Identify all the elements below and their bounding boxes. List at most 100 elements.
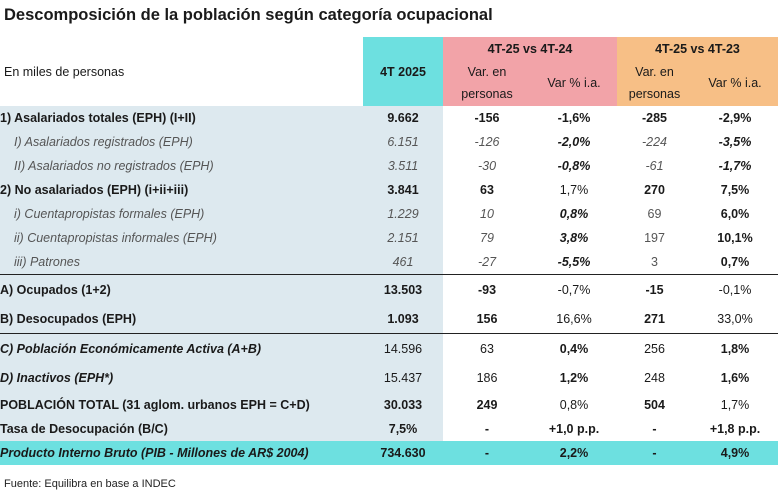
- cell-value: -1,6%: [557, 111, 591, 125]
- source-footnote: Fuente: Equilibra en base a INDEC: [4, 478, 176, 490]
- row-label: 1) Asalariados totales (EPH) (I+II): [0, 106, 363, 130]
- units-label: En miles de personas: [0, 37, 363, 106]
- table-row: POBLACIÓN TOTAL (31 aglom. urbanos EPH =…: [0, 392, 778, 417]
- cell-value: 270: [644, 183, 665, 197]
- cell-value: 271: [644, 311, 665, 326]
- row-label: II) Asalariados no registrados (EPH): [0, 154, 363, 178]
- cell-value: 69: [647, 207, 662, 221]
- cell-value: 2,2%: [531, 441, 617, 465]
- col-header-var-pct-1: Var % i.a.: [531, 60, 617, 106]
- header-row-groups: En miles de personas 4T 2025 4T-25 vs 4T…: [0, 37, 778, 106]
- cell-value: 14.596: [363, 333, 443, 363]
- row-label: ii) Cuentapropistas informales (EPH): [0, 226, 363, 250]
- table-row: C) Población Económicamente Activa (A+B)…: [0, 333, 778, 363]
- cell-value: 1.093: [363, 304, 443, 334]
- cell-value: -1,7%: [718, 159, 752, 173]
- table-row: II) Asalariados no registrados (EPH) 3.5…: [0, 154, 778, 178]
- row-label: A) Ocupados (1+2): [0, 274, 363, 304]
- cell-value: 4,9%: [692, 441, 778, 465]
- cell-value: 3.511: [363, 154, 443, 178]
- cell-value: 1,6%: [720, 370, 750, 385]
- cell-value: 3: [651, 255, 658, 269]
- cell-value: 197: [644, 231, 665, 245]
- cell-value: -0,8%: [557, 159, 591, 173]
- cell-value: +1,8 p.p.: [709, 422, 761, 436]
- cell-value: -93: [443, 274, 531, 304]
- col-header-var-personas-2: Var. en personas: [617, 60, 692, 106]
- cell-value: 13.503: [363, 274, 443, 304]
- cell-value: -15: [617, 274, 692, 304]
- cell-value: 256: [617, 333, 692, 363]
- cell-value: 734.630: [363, 441, 443, 465]
- cell-value: 248: [644, 370, 665, 385]
- row-label: POBLACIÓN TOTAL (31 aglom. urbanos EPH =…: [0, 392, 363, 417]
- cell-value: -224: [641, 135, 668, 149]
- cell-value: 186: [476, 370, 498, 385]
- cell-value: 10,1%: [717, 231, 753, 245]
- cell-value: 1,2%: [559, 370, 589, 385]
- row-label: iii) Patrones: [0, 250, 363, 275]
- table-row: A) Ocupados (1+2) 13.503 -93 -0,7% -15 -…: [0, 274, 778, 304]
- cell-value: 79: [480, 231, 494, 245]
- cell-value: -: [617, 441, 692, 465]
- cell-value: -126: [474, 135, 500, 149]
- cell-value: 7,5%: [720, 183, 750, 197]
- table-row: ii) Cuentapropistas informales (EPH) 2.1…: [0, 226, 778, 250]
- cell-value: 9.662: [363, 106, 443, 130]
- cell-value: -156: [474, 111, 500, 125]
- cell-value: 1.229: [363, 202, 443, 226]
- table-row: i) Cuentapropistas formales (EPH) 1.229 …: [0, 202, 778, 226]
- cell-value: -2,9%: [718, 111, 752, 125]
- cell-value: 0,8%: [559, 397, 589, 412]
- cell-value: -0,7%: [531, 274, 617, 304]
- cell-value: 6,0%: [720, 207, 750, 221]
- table-row: iii) Patrones 461 -27 -5,5% 3 0,7%: [0, 250, 778, 275]
- row-label: I) Asalariados registrados (EPH): [0, 130, 363, 154]
- table-row: D) Inactivos (EPH*) 15.437 186 1,2% 248 …: [0, 363, 778, 392]
- table-row: Tasa de Desocupación (B/C) 7,5% - +1,0 p…: [0, 417, 778, 441]
- cell-value: +1,0 p.p.: [548, 422, 600, 436]
- cell-value: 1,7%: [720, 397, 750, 412]
- cell-value: -: [443, 441, 531, 465]
- row-label: i) Cuentapropistas formales (EPH): [0, 202, 363, 226]
- cell-value: -: [484, 422, 490, 436]
- row-label: Producto Interno Bruto (PIB - Millones d…: [0, 441, 363, 465]
- row-label: 2) No asalariados (EPH) (i+ii+iii): [0, 178, 363, 202]
- cell-value: -27: [477, 255, 497, 269]
- cell-value: 6.151: [363, 130, 443, 154]
- cell-value: 1,8%: [692, 333, 778, 363]
- cell-value: 0,8%: [559, 207, 589, 221]
- cell-value: 3,8%: [559, 231, 589, 245]
- cell-value: 7,5%: [363, 417, 443, 441]
- cell-value: -30: [477, 159, 497, 173]
- cell-value: 3.841: [363, 178, 443, 202]
- group-header-vs-4t24: 4T-25 vs 4T-24: [443, 37, 617, 60]
- page-title: Descomposición de la población según cat…: [4, 6, 493, 24]
- row-label: C) Población Económicamente Activa (A+B): [0, 333, 363, 363]
- population-table: En miles de personas 4T 2025 4T-25 vs 4T…: [0, 37, 778, 465]
- table-row-pib: Producto Interno Bruto (PIB - Millones d…: [0, 441, 778, 465]
- cell-value: -61: [645, 159, 664, 173]
- cell-value: 15.437: [363, 363, 443, 392]
- cell-value: 1,7%: [559, 183, 589, 197]
- table-row: 2) No asalariados (EPH) (i+ii+iii) 3.841…: [0, 178, 778, 202]
- header-row-sub: Var. en personas Var % i.a. Var. en pers…: [0, 60, 778, 106]
- cell-value: 33,0%: [717, 311, 753, 326]
- col-header-var-personas-1: Var. en personas: [443, 60, 531, 106]
- table-row: B) Desocupados (EPH) 1.093 156 16,6% 271…: [0, 304, 778, 334]
- cell-value: -3,5%: [718, 135, 752, 149]
- cell-value: 16,6%: [556, 311, 592, 326]
- cell-value: 63: [480, 183, 494, 197]
- cell-value: 0,4%: [531, 333, 617, 363]
- row-label: Tasa de Desocupación (B/C): [0, 417, 363, 441]
- col-header-var-pct-2: Var % i.a.: [692, 60, 778, 106]
- cell-value: 0,7%: [720, 255, 750, 269]
- row-label: D) Inactivos (EPH*): [0, 363, 363, 392]
- cell-value: -0,1%: [692, 274, 778, 304]
- group-header-vs-4t23: 4T-25 vs 4T-23: [617, 37, 778, 60]
- cell-value: 504: [644, 397, 665, 412]
- table-row: I) Asalariados registrados (EPH) 6.151 -…: [0, 130, 778, 154]
- cell-value: 2.151: [363, 226, 443, 250]
- cell-value: 10: [480, 207, 494, 221]
- cell-value: -5,5%: [557, 255, 591, 269]
